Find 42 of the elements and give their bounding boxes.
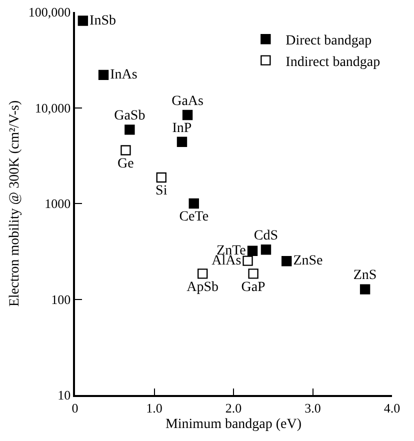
- x-tick-label: 0: [72, 400, 78, 416]
- data-label: ZnS: [353, 268, 377, 284]
- data-label: ApSb: [186, 280, 219, 295]
- point: [282, 256, 292, 266]
- point: [242, 256, 253, 266]
- x-tick-label: 1.0: [146, 400, 162, 416]
- x-tick-label: 2.0: [225, 400, 242, 416]
- point: [248, 268, 258, 279]
- point: [260, 244, 272, 255]
- point: [124, 124, 135, 135]
- x-tick-label: 3.0: [304, 400, 321, 416]
- y-axis-title: Electron mobility @ 300K (cm²/V-s): [8, 100, 22, 307]
- y-tick-label: 1000: [44, 196, 71, 212]
- data-label: CdS: [254, 228, 278, 244]
- y-tick-label: 100,000: [28, 4, 71, 20]
- data-label: InAs: [110, 67, 138, 82]
- x-axis-title: Minimum bandgap (eV): [165, 417, 302, 432]
- data-label: InSb: [90, 13, 116, 28]
- data-label: CeTe: [179, 210, 209, 225]
- point: [78, 16, 88, 26]
- data-label: Ge: [118, 156, 134, 172]
- point: [156, 172, 166, 183]
- point: [176, 136, 188, 147]
- point: [188, 198, 199, 209]
- point: [360, 284, 370, 294]
- x-tick-label: 4.0: [384, 400, 400, 416]
- data-label: Si: [156, 184, 168, 199]
- y-tick-label: 100: [51, 292, 71, 307]
- point: [247, 246, 258, 256]
- point: [120, 145, 131, 156]
- data-label: GaP: [241, 280, 266, 295]
- data-label: ZnSe: [293, 254, 323, 269]
- data-label: GaSb: [114, 108, 146, 124]
- data-label: InP: [172, 120, 192, 136]
- point: [98, 70, 109, 80]
- y-tick-label: 10,000: [34, 100, 71, 116]
- point: [182, 110, 193, 120]
- data-label: GaAs: [172, 94, 204, 109]
- point: [197, 268, 208, 279]
- y-tick-label: 10: [58, 388, 71, 403]
- legend-label: Indirect bandgap: [286, 54, 380, 70]
- legend-label: Direct bandgap: [286, 34, 372, 49]
